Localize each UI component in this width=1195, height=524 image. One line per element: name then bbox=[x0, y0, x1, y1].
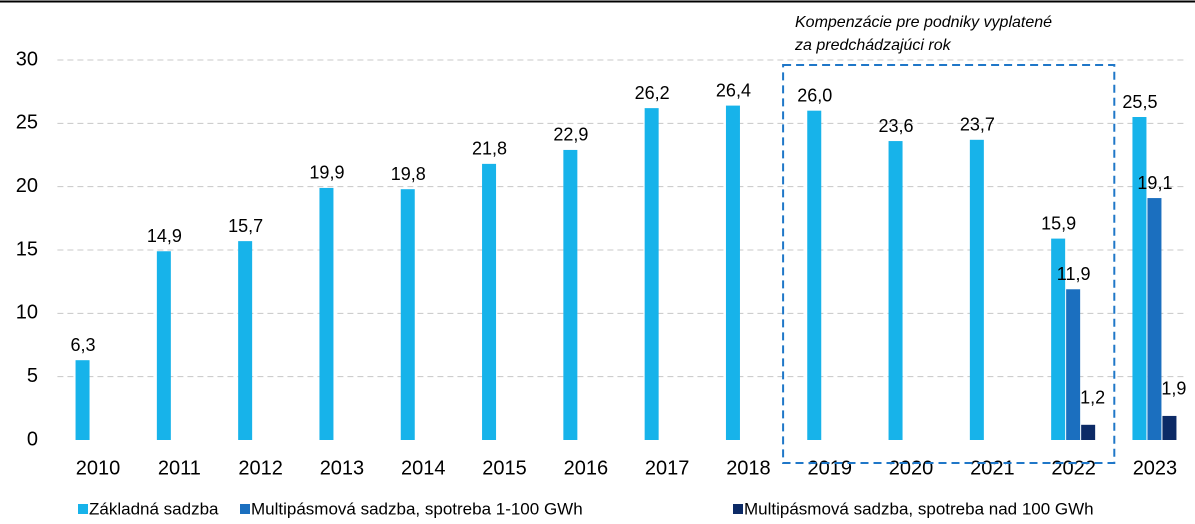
data-label: 19,9 bbox=[309, 163, 344, 183]
y-tick-label: 10 bbox=[16, 302, 38, 324]
y-tick-label: 30 bbox=[16, 48, 38, 70]
legend-label: Multipásmová sadzba, spotreba 1-100 GWh bbox=[251, 499, 583, 518]
bar bbox=[725, 105, 740, 440]
x-tick-label: 2011 bbox=[158, 457, 201, 479]
x-tick-label: 2018 bbox=[726, 457, 771, 479]
x-tick-label: 2017 bbox=[645, 457, 690, 479]
data-label: 25,5 bbox=[1122, 92, 1157, 112]
x-tick-label: 2016 bbox=[564, 457, 609, 479]
data-label: 23,7 bbox=[960, 115, 995, 135]
bar bbox=[1066, 289, 1081, 440]
x-tick-label: 2020 bbox=[889, 457, 934, 479]
data-label: 11,9 bbox=[1057, 264, 1091, 284]
x-tick-label: 2014 bbox=[401, 457, 446, 479]
bar bbox=[238, 241, 253, 440]
data-label: 23,6 bbox=[879, 116, 914, 136]
x-tick-label: 2012 bbox=[238, 457, 283, 479]
x-tick-label: 2023 bbox=[1133, 457, 1178, 479]
x-tick-label: 2021 bbox=[970, 457, 1015, 479]
x-tick-label: 2015 bbox=[482, 457, 527, 479]
bar bbox=[482, 163, 497, 440]
bar bbox=[1162, 415, 1177, 440]
y-tick-label: 25 bbox=[16, 112, 38, 134]
data-label: 22,9 bbox=[553, 125, 588, 145]
bar bbox=[1081, 424, 1096, 440]
y-tick-label: 0 bbox=[27, 428, 38, 450]
data-label: 21,8 bbox=[472, 139, 507, 159]
data-label: 26,4 bbox=[716, 80, 751, 100]
bar bbox=[1132, 117, 1147, 440]
y-tick-label: 15 bbox=[16, 238, 38, 260]
bar bbox=[644, 108, 659, 440]
y-tick-label: 5 bbox=[27, 365, 38, 387]
legend-label: Základná sadzba bbox=[89, 499, 219, 518]
bar bbox=[563, 149, 578, 440]
bar bbox=[319, 187, 334, 440]
data-label: 14,9 bbox=[147, 226, 182, 246]
data-label: 19,1 bbox=[1137, 173, 1172, 193]
bar bbox=[807, 110, 822, 441]
y-tick-label: 20 bbox=[16, 175, 38, 197]
x-tick-label: 2019 bbox=[808, 457, 853, 479]
bar bbox=[1147, 198, 1162, 440]
data-label: 15,7 bbox=[228, 216, 263, 236]
legend-label: Multipásmová sadzba, spotreba nad 100 GW… bbox=[744, 499, 1094, 518]
data-label: 19,8 bbox=[391, 164, 426, 184]
data-label: 26,0 bbox=[797, 85, 832, 105]
bar bbox=[969, 139, 984, 441]
bar bbox=[75, 360, 90, 440]
legend-swatch bbox=[240, 504, 250, 514]
legend-swatch bbox=[733, 504, 743, 514]
data-label: 1,2 bbox=[1080, 388, 1105, 408]
annotation: za predchádzajúci rok bbox=[794, 37, 952, 54]
bar bbox=[400, 189, 415, 440]
data-label: 1,9 bbox=[1161, 379, 1186, 399]
annotation: Kompenzácie pre podniky vyplatené bbox=[795, 14, 1052, 31]
x-tick-label: 2013 bbox=[320, 457, 365, 479]
data-label: 6,3 bbox=[71, 335, 96, 355]
data-label: 26,2 bbox=[635, 83, 670, 103]
bar bbox=[888, 141, 903, 441]
bar bbox=[156, 251, 171, 440]
bar bbox=[1051, 238, 1066, 440]
x-tick-label: 2010 bbox=[76, 457, 121, 479]
legend-swatch bbox=[78, 504, 88, 514]
data-label: 15,9 bbox=[1041, 213, 1076, 233]
x-tick-label: 2022 bbox=[1051, 457, 1096, 479]
